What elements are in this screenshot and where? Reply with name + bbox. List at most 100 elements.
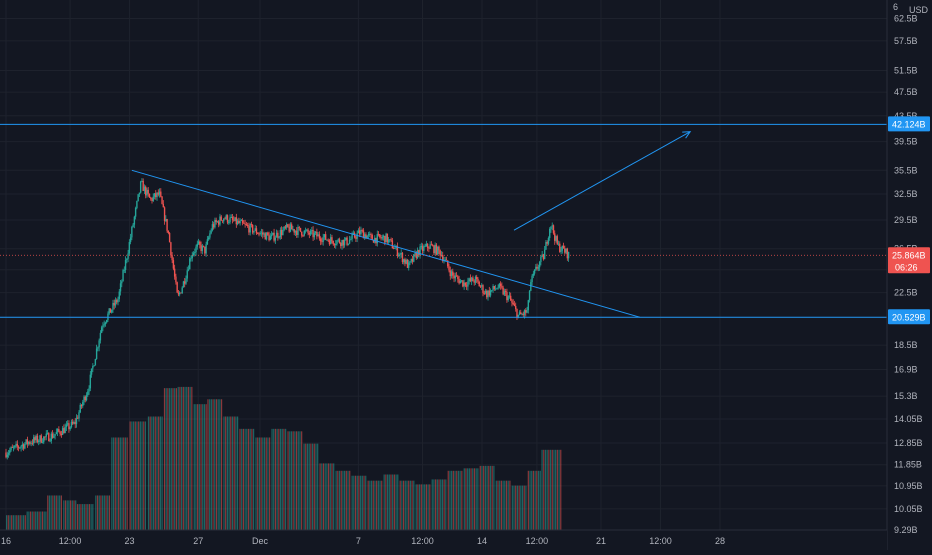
volume-bar-segment xyxy=(532,470,535,530)
volume-bar-segment xyxy=(461,470,463,530)
candle xyxy=(391,237,394,249)
volume-bar-segment xyxy=(247,428,250,530)
volume-bar-segment xyxy=(257,437,259,530)
candle-body xyxy=(297,227,299,236)
volume-bar-segment xyxy=(549,449,552,530)
candle-body xyxy=(482,285,484,294)
price-axis[interactable]: USD 6 62.5B 57.5B 51.5B 47.5B 43.5B 39.5B 35.5B 3… xyxy=(886,0,932,550)
candle-body xyxy=(521,313,523,315)
candle xyxy=(195,244,197,256)
candle-body xyxy=(146,189,148,196)
volume-bar-segment xyxy=(340,470,342,530)
projection-arrow-line[interactable] xyxy=(513,131,691,231)
volume-bar-segment xyxy=(319,463,321,530)
candle xyxy=(556,234,558,246)
candle-body xyxy=(27,441,30,445)
volume-bar xyxy=(147,416,163,530)
candle-body xyxy=(355,237,357,239)
volume-bar-segment xyxy=(337,470,339,530)
candle-body xyxy=(411,258,414,262)
volume-bar-segment xyxy=(489,465,492,530)
candle-body xyxy=(85,395,88,401)
candle xyxy=(357,228,360,234)
candle xyxy=(255,225,258,236)
candle xyxy=(361,228,363,233)
candle xyxy=(78,410,80,422)
volume-bar-segment xyxy=(454,470,456,530)
volume-bar xyxy=(26,511,47,530)
candle-body xyxy=(145,186,147,196)
candle xyxy=(22,443,25,451)
candle xyxy=(566,247,569,261)
candle-body xyxy=(248,226,250,233)
candle-body xyxy=(195,246,197,253)
candle xyxy=(192,251,195,257)
candle-body xyxy=(473,281,475,283)
candle-body xyxy=(462,280,464,287)
candle xyxy=(421,243,424,254)
volume-bar-segment xyxy=(509,480,511,530)
candle xyxy=(243,220,245,224)
volume-bar-segment xyxy=(100,495,102,530)
volume-bar-segment xyxy=(70,500,72,530)
volume-bar-segment xyxy=(149,416,151,530)
candle xyxy=(564,245,566,255)
volume-bar-segment xyxy=(108,495,111,530)
candle xyxy=(19,447,21,450)
candle-body xyxy=(418,250,420,256)
candle-body xyxy=(313,233,316,238)
candle-body xyxy=(308,232,311,235)
candle xyxy=(11,444,13,449)
candle xyxy=(567,251,570,262)
volume-bar xyxy=(63,500,77,530)
descending-trendline[interactable] xyxy=(131,169,641,318)
candle-body xyxy=(161,196,163,204)
candle-body xyxy=(560,250,562,252)
candle-body xyxy=(221,220,224,222)
candle xyxy=(258,232,260,237)
candle xyxy=(557,240,560,246)
candle xyxy=(561,245,563,254)
candle xyxy=(197,238,200,245)
candle xyxy=(61,426,64,436)
candle xyxy=(51,430,54,439)
price-tick-label: 57.5B xyxy=(894,36,918,46)
candle-body xyxy=(477,278,479,282)
volume-bar-segment xyxy=(321,463,323,530)
volume-bar-segment xyxy=(529,470,531,530)
candle-body xyxy=(228,222,230,224)
candle xyxy=(399,252,401,260)
volume-bar-segment xyxy=(269,437,271,530)
candle-body xyxy=(453,275,455,279)
candle-body xyxy=(376,234,378,244)
candle xyxy=(206,235,209,246)
volume-bar-segment xyxy=(75,500,77,530)
candle xyxy=(515,302,517,312)
candle-body xyxy=(299,227,302,232)
candle xyxy=(413,254,415,263)
volume-bar-segment xyxy=(531,470,533,530)
candle-body xyxy=(365,234,367,239)
candle-body xyxy=(351,234,353,239)
candle xyxy=(350,236,352,241)
candle xyxy=(30,440,32,447)
drawings-layer[interactable] xyxy=(0,123,887,318)
volume-bar-segment xyxy=(124,437,127,530)
volume-bar-segment xyxy=(147,416,150,530)
volume-bar-segment xyxy=(200,404,202,530)
volume-bar-segment xyxy=(456,470,458,530)
volume-bar-segment xyxy=(45,511,47,530)
candle xyxy=(293,228,295,236)
price-tick-label: 10.05B xyxy=(894,504,923,514)
candle xyxy=(136,200,138,210)
candle xyxy=(87,388,89,397)
time-axis[interactable]: 16 12:00 23 27 Dec 7 12:00 14 12:00 21 12:00 28 xyxy=(0,529,887,550)
candle xyxy=(420,242,423,250)
volume-bar xyxy=(463,468,479,530)
candle xyxy=(442,251,444,263)
volume-bar-segment xyxy=(515,485,517,530)
candle-body xyxy=(39,435,41,441)
candle xyxy=(326,239,328,241)
